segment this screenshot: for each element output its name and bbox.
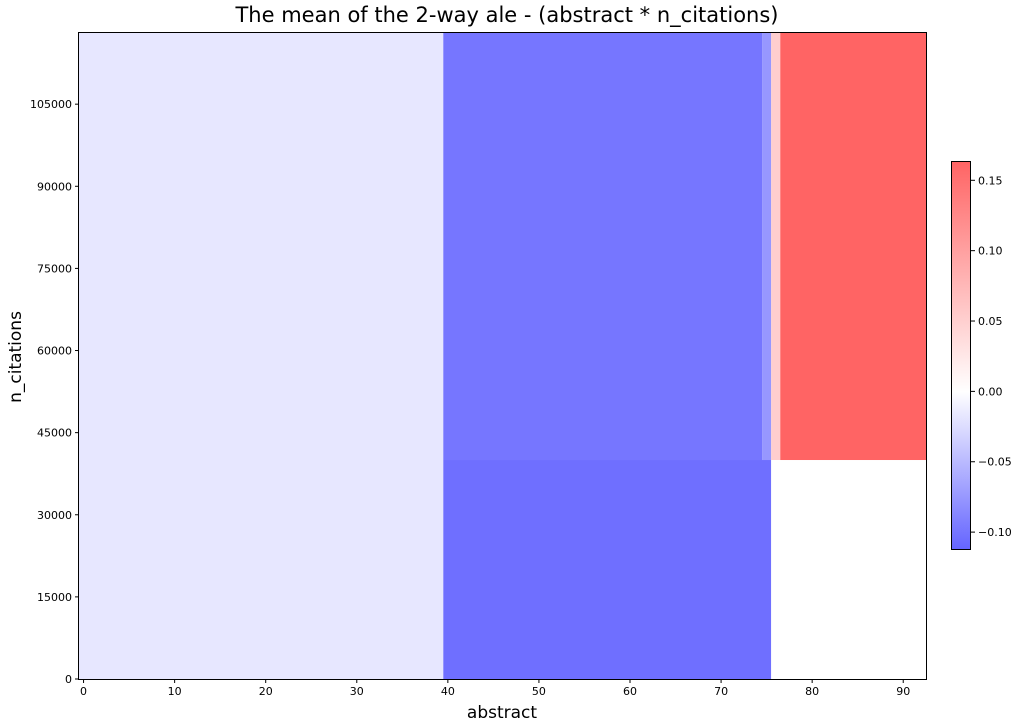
heatmap-cell-4 [762,33,772,461]
y-axis-label: n_citations [6,311,26,403]
x-tick-label: 10 [168,685,182,698]
plot-frame [78,32,927,680]
colorbar-tick-label: 0.10 [978,245,1003,258]
heatmap-cell-7 [780,33,926,461]
colorbar-tick-label: −0.05 [978,456,1012,469]
colorbar-gradient [951,161,971,550]
x-axis-label: abstract [467,703,537,723]
y-tick-label: 15000 [37,591,72,604]
y-axis-ticks: 0 15000 30000 45000 60000 75000 90000 105000 [30,98,79,686]
heatmap-cells [79,33,926,679]
x-tick-label: 80 [805,685,819,698]
y-tick-label: 45000 [37,427,72,440]
colorbar-tick-label: −0.10 [978,526,1012,539]
heatmap-cell-0 [79,460,444,679]
x-tick-label: 20 [259,685,273,698]
colorbar-ticks: −0.10 −0.05 0.00 0.05 0.10 0.15 [971,174,1012,539]
heatmap-cell-5 [771,33,781,461]
colorbar-tick-label: 0.00 [978,385,1003,398]
y-tick-label: 0 [65,673,72,686]
y-tick-label: 105000 [30,98,72,111]
x-tick-label: 60 [623,685,637,698]
chart-title: The mean of the 2-way ale - (abstract * … [234,3,778,28]
heatmap-cell-1 [79,33,444,461]
x-tick-label: 30 [350,685,364,698]
heatmap-cell-2 [443,460,772,679]
y-tick-label: 75000 [37,262,72,275]
colorbar-tick-label: 0.05 [978,315,1003,328]
x-axis-ticks: 0 10 20 30 40 50 60 70 80 90 [80,679,910,698]
x-tick-label: 50 [532,685,546,698]
y-tick-label: 60000 [37,345,72,358]
x-tick-label: 0 [80,685,87,698]
x-tick-label: 90 [896,685,910,698]
colorbar: −0.10 −0.05 0.00 0.05 0.10 0.15 [951,161,1012,550]
colorbar-tick-label: 0.15 [978,174,1003,187]
y-tick-label: 30000 [37,509,72,522]
heatmap-cell-3 [443,33,763,461]
heatmap-cell-6 [771,460,926,679]
x-tick-label: 70 [714,685,728,698]
x-tick-label: 40 [441,685,455,698]
y-tick-label: 90000 [37,180,72,193]
